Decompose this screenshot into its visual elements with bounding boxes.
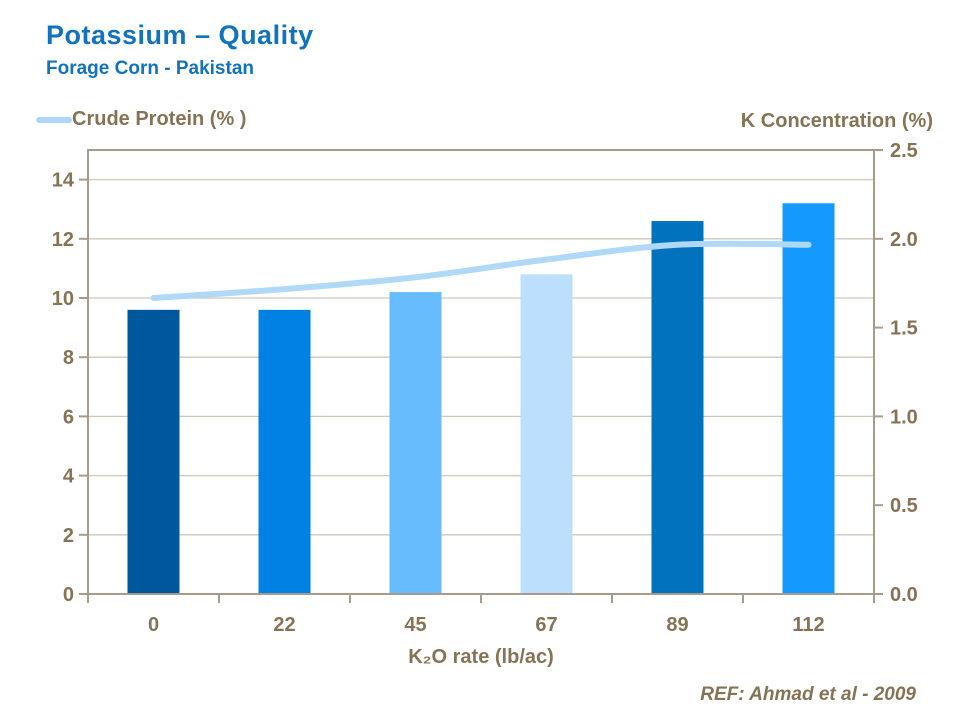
left-tick-label: 4 bbox=[63, 466, 75, 488]
x-axis: 0 22 45 67 89 112 bbox=[87, 594, 875, 636]
right-axis-title: K Concentration (%) bbox=[740, 110, 933, 132]
right-tick-label: 1.5 bbox=[890, 318, 918, 340]
right-tick-label: 2.5 bbox=[890, 140, 918, 162]
x-tick-label: 112 bbox=[792, 614, 824, 636]
page-subtitle: Forage Corn - Pakistan bbox=[46, 58, 254, 79]
legend-label: Crude Protein (% ) bbox=[72, 108, 247, 130]
line-series-swatch-icon bbox=[36, 116, 72, 123]
k-concentration-bars bbox=[127, 203, 835, 595]
x-tick-label: 67 bbox=[535, 614, 557, 636]
bar-89 bbox=[651, 221, 704, 595]
crude-protein-line bbox=[150, 240, 812, 301]
x-axis-title: K₂O rate (lb/ac) bbox=[408, 646, 554, 668]
left-tick-label: 8 bbox=[63, 347, 74, 369]
left-tick-label: 12 bbox=[52, 229, 74, 251]
left-tick-label: 0 bbox=[63, 584, 74, 606]
right-tick-label: 2.0 bbox=[890, 229, 918, 251]
bar-45 bbox=[389, 292, 442, 594]
left-tick-label: 6 bbox=[63, 406, 74, 428]
x-tick-label: 89 bbox=[666, 614, 688, 636]
left-tick-label: 2 bbox=[63, 525, 74, 547]
reference-citation: REF: Ahmad et al - 2009 bbox=[700, 684, 916, 705]
x-tick-label: 0 bbox=[148, 614, 159, 636]
legend: Crude Protein (% ) bbox=[36, 108, 246, 131]
left-axis: 0 2 4 6 8 10 12 14 bbox=[52, 170, 88, 606]
plot-border bbox=[87, 149, 875, 595]
x-tick-label: 45 bbox=[404, 614, 426, 636]
page-title: Potassium – Quality bbox=[46, 20, 314, 50]
left-tick-label: 10 bbox=[52, 288, 74, 310]
x-tick-label: 22 bbox=[273, 614, 295, 636]
bar-112 bbox=[782, 203, 835, 594]
bar-22 bbox=[258, 309, 311, 594]
right-tick-label: 0.5 bbox=[890, 495, 918, 517]
gridlines bbox=[88, 178, 874, 536]
bar-0 bbox=[127, 309, 180, 594]
bar-67 bbox=[520, 274, 573, 594]
left-tick-label: 14 bbox=[52, 170, 75, 192]
right-tick-label: 1.0 bbox=[890, 406, 918, 428]
right-axis: 0.0 0.5 1.0 1.5 2.0 2.5 bbox=[874, 140, 918, 606]
right-tick-label: 0.0 bbox=[890, 584, 918, 606]
